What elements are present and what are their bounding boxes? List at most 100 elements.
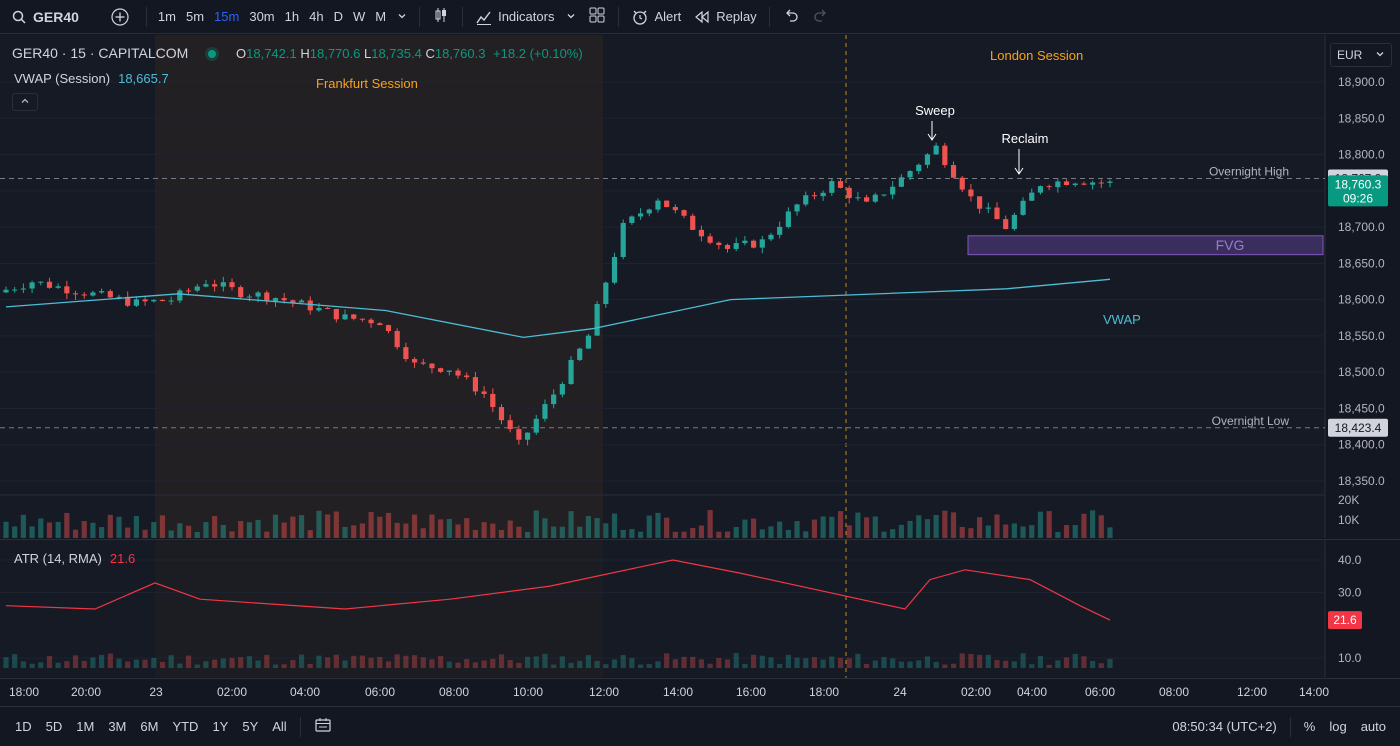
atr-histogram-bar <box>846 658 852 668</box>
interval-5m[interactable]: 5m <box>185 9 205 24</box>
market-status-dot <box>208 50 217 59</box>
vwap-legend[interactable]: VWAP (Session) 18,665.7 <box>14 71 169 86</box>
interval-w[interactable]: W <box>352 9 366 24</box>
interval-4h[interactable]: 4h <box>309 9 324 24</box>
currency-select[interactable]: EUR <box>1330 43 1392 67</box>
layout-button[interactable] <box>582 0 612 34</box>
atr-histogram-bar <box>272 664 279 668</box>
volume-bar <box>246 522 252 538</box>
interval-15m[interactable]: 15m <box>214 9 240 24</box>
candle-body <box>359 318 365 320</box>
redo-icon <box>812 6 830 27</box>
interval-1h[interactable]: 1h <box>284 9 300 24</box>
range-3m[interactable]: 3M <box>108 719 127 734</box>
price-chart[interactable]: 18,900.018,850.018,800.018,750.018,700.0… <box>0 35 1400 538</box>
main-chart-pane[interactable]: 18,900.018,850.018,800.018,750.018,700.0… <box>0 35 1400 538</box>
candle-body <box>751 240 757 248</box>
candle-body <box>551 394 557 405</box>
range-1m[interactable]: 1M <box>76 719 95 734</box>
atr-histogram-bar <box>724 659 731 668</box>
fvg-zone <box>967 235 1324 256</box>
candle-body <box>3 289 9 293</box>
atr-histogram-bar <box>1063 657 1070 668</box>
atr-histogram-bar <box>733 653 739 668</box>
interval-30m[interactable]: 30m <box>249 9 275 24</box>
atr-histogram-bar <box>1046 664 1052 668</box>
candle-body <box>942 145 948 166</box>
candle-body <box>568 359 574 384</box>
price-tick-label: 18,500.0 <box>1338 365 1385 379</box>
candle-body <box>959 177 965 190</box>
atr-histogram-bar <box>916 660 922 668</box>
atr-histogram-bar <box>125 661 131 668</box>
price-tick-label: 18,900.0 <box>1338 75 1385 89</box>
interval-d[interactable]: D <box>333 9 343 24</box>
replay-button[interactable]: Replay <box>687 0 762 34</box>
range-5d[interactable]: 5D <box>45 719 63 734</box>
atr-histogram-bar <box>785 654 791 668</box>
candle-body <box>107 291 113 298</box>
auto-toggle[interactable]: auto <box>1360 719 1386 734</box>
time-axis[interactable]: 18:00 20:00 23 02:00 04:00 06:00 08:00 10:00 12:… <box>0 678 1400 704</box>
log-toggle[interactable]: log <box>1329 719 1347 734</box>
atr-histogram-bar <box>20 661 26 668</box>
time-tick-label: 18:00 <box>809 685 839 699</box>
interval-1m[interactable]: 1m <box>157 9 176 24</box>
range-1y[interactable]: 1Y <box>212 719 229 734</box>
atr-histogram-bar <box>516 662 522 668</box>
volume-bar <box>1090 510 1096 538</box>
atr-pane[interactable]: 40.0 30.0 10.0 21.6 ATR (14, RMA) 21.6 <box>0 539 1400 678</box>
range-5y[interactable]: 5Y <box>242 719 259 734</box>
undo-button[interactable] <box>776 0 806 34</box>
price-tick-label: 18,850.0 <box>1338 111 1385 125</box>
volume-bar <box>238 521 244 538</box>
volume-bar <box>498 530 505 538</box>
candle-body <box>194 286 200 291</box>
range-all[interactable]: All <box>272 719 287 734</box>
volume-bar <box>455 524 461 538</box>
collapse-legend-button[interactable] <box>12 93 38 111</box>
atr-legend[interactable]: ATR (14, RMA) 21.6 <box>14 551 135 566</box>
candle-body <box>837 181 844 188</box>
atr-histogram-bar <box>307 663 313 668</box>
candle-body <box>698 229 705 237</box>
atr-histogram-bar <box>72 655 79 668</box>
candle-body <box>950 165 957 178</box>
candle-body <box>672 207 678 211</box>
atr-histogram-bar <box>229 657 235 668</box>
indicators-button[interactable]: Indicators <box>469 0 560 34</box>
time-tick-label: 06:00 <box>365 685 395 699</box>
candle-body <box>716 242 722 245</box>
volume-bar <box>385 512 392 538</box>
high-value: 18,770.6 <box>309 46 361 61</box>
atr-histogram-bar <box>203 661 209 668</box>
price-tick-label: 18,800.0 <box>1338 148 1385 162</box>
range-1d[interactable]: 1D <box>15 719 32 734</box>
percent-toggle[interactable]: % <box>1303 719 1316 734</box>
candle-body <box>385 325 392 332</box>
candle-body <box>768 234 774 240</box>
time-tick-label: 16:00 <box>736 685 766 699</box>
interval-dropdown[interactable] <box>391 0 413 34</box>
volume-bar <box>1055 531 1061 538</box>
time-tick-label: 18:00 <box>9 685 39 699</box>
atr-histogram-bar <box>168 655 174 668</box>
interval-m[interactable]: M <box>375 9 387 24</box>
open-key: O <box>236 46 247 61</box>
alert-button[interactable]: Alert <box>625 0 687 34</box>
atr-histogram-bar <box>820 659 826 668</box>
candle-body <box>38 281 44 283</box>
candle-body <box>255 292 261 297</box>
redo-button[interactable] <box>806 0 836 34</box>
range-6m[interactable]: 6M <box>140 719 159 734</box>
atr-chart[interactable]: 40.0 30.0 10.0 21.6 <box>0 540 1400 678</box>
date-range-button[interactable] <box>307 716 339 737</box>
atr-histogram-bar <box>394 654 400 668</box>
range-ytd[interactable]: YTD <box>172 719 199 734</box>
atr-histogram-bar <box>464 658 470 668</box>
chart-type-button[interactable] <box>426 0 456 34</box>
clock[interactable]: 08:50:34 (UTC+2) <box>1172 719 1277 734</box>
compare-button[interactable] <box>105 0 140 34</box>
symbol-search-button[interactable]: GER40 <box>0 0 85 34</box>
indicators-dropdown[interactable] <box>560 0 582 34</box>
